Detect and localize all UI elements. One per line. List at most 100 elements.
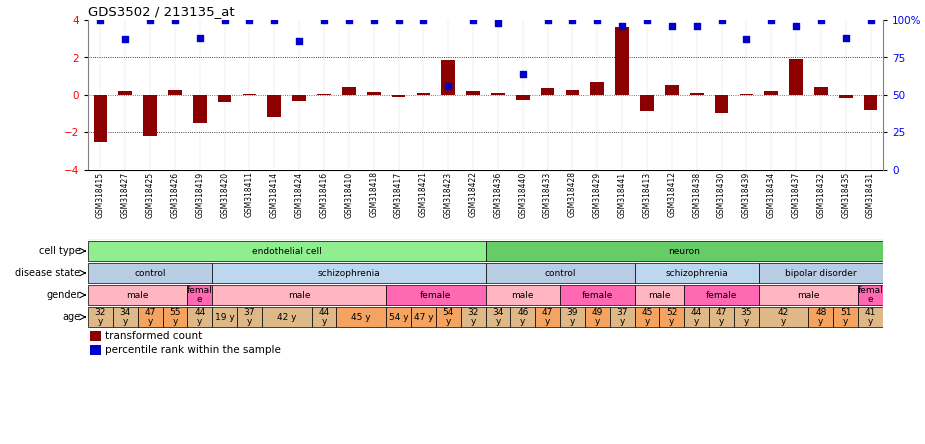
- Text: femal
e: femal e: [857, 286, 883, 304]
- Text: male: male: [648, 290, 671, 300]
- Text: 34
y: 34 y: [119, 308, 131, 325]
- Bar: [262, 307, 312, 327]
- Point: [764, 16, 779, 24]
- Text: GSM318435: GSM318435: [841, 171, 850, 218]
- Bar: [461, 307, 486, 327]
- Text: age: age: [62, 312, 80, 322]
- Point: [813, 16, 828, 24]
- Text: 19 y: 19 y: [215, 313, 235, 321]
- Text: GSM318420: GSM318420: [220, 171, 229, 218]
- Bar: [441, 60, 455, 95]
- Bar: [466, 91, 480, 95]
- Point: [167, 16, 182, 24]
- Bar: [193, 95, 206, 123]
- Text: 45
y: 45 y: [641, 308, 653, 325]
- Bar: [864, 95, 878, 110]
- Text: schizophrenia: schizophrenia: [317, 269, 380, 278]
- Text: 32
y: 32 y: [94, 308, 106, 325]
- Text: 47 y: 47 y: [413, 313, 433, 321]
- Text: 45 y: 45 y: [352, 313, 371, 321]
- Text: GSM318424: GSM318424: [295, 171, 303, 218]
- Text: 44
y: 44 y: [318, 308, 329, 325]
- Text: GSM318430: GSM318430: [717, 171, 726, 218]
- Bar: [337, 307, 386, 327]
- Text: male: male: [127, 290, 149, 300]
- Text: female: female: [420, 290, 451, 300]
- Text: GSM318441: GSM318441: [618, 171, 626, 218]
- Text: GSM318438: GSM318438: [692, 171, 701, 218]
- Bar: [386, 285, 486, 305]
- Bar: [715, 95, 728, 113]
- Bar: [386, 307, 411, 327]
- Text: 44
y: 44 y: [691, 308, 702, 325]
- Bar: [690, 93, 704, 95]
- Text: 48
y: 48 y: [815, 308, 827, 325]
- Point: [441, 83, 456, 90]
- Text: gender: gender: [46, 290, 80, 300]
- Point: [291, 37, 306, 44]
- Text: control: control: [134, 269, 166, 278]
- Bar: [242, 94, 256, 95]
- Text: GSM318432: GSM318432: [817, 171, 825, 218]
- Text: femal
e: femal e: [187, 286, 213, 304]
- Text: percentile rank within the sample: percentile rank within the sample: [105, 345, 281, 355]
- Text: male: male: [797, 290, 820, 300]
- Text: 52
y: 52 y: [666, 308, 677, 325]
- Point: [416, 16, 431, 24]
- Point: [565, 16, 580, 24]
- Text: 47
y: 47 y: [716, 308, 727, 325]
- Text: 47
y: 47 y: [542, 308, 553, 325]
- Bar: [511, 307, 536, 327]
- Bar: [416, 93, 430, 95]
- Text: 55
y: 55 y: [169, 308, 180, 325]
- Text: GSM318422: GSM318422: [469, 171, 477, 218]
- Bar: [615, 28, 629, 95]
- Bar: [789, 59, 803, 95]
- Text: GSM318437: GSM318437: [792, 171, 800, 218]
- Text: neuron: neuron: [668, 246, 700, 255]
- Text: GDS3502 / 213135_at: GDS3502 / 213135_at: [88, 5, 235, 18]
- Bar: [168, 90, 182, 95]
- Bar: [188, 285, 212, 305]
- Bar: [91, 345, 101, 355]
- Point: [316, 16, 331, 24]
- Point: [217, 16, 232, 24]
- Bar: [88, 241, 486, 261]
- Text: GSM318413: GSM318413: [643, 171, 651, 218]
- Bar: [267, 95, 281, 118]
- Bar: [684, 307, 709, 327]
- Bar: [212, 307, 237, 327]
- Text: GSM318433: GSM318433: [543, 171, 552, 218]
- Bar: [758, 307, 808, 327]
- Text: GSM318419: GSM318419: [195, 171, 204, 218]
- Bar: [590, 82, 604, 95]
- Text: GSM318416: GSM318416: [319, 171, 328, 218]
- Bar: [585, 307, 610, 327]
- Text: 32
y: 32 y: [467, 308, 479, 325]
- Text: 44
y: 44 y: [194, 308, 205, 325]
- Bar: [138, 307, 163, 327]
- Bar: [486, 285, 560, 305]
- Bar: [560, 285, 635, 305]
- Text: GSM318440: GSM318440: [518, 171, 527, 218]
- Text: GSM318426: GSM318426: [170, 171, 179, 218]
- Bar: [367, 92, 380, 95]
- Text: GSM318418: GSM318418: [369, 171, 378, 218]
- Point: [142, 16, 157, 24]
- Bar: [758, 285, 858, 305]
- Bar: [317, 94, 331, 95]
- Text: GSM318425: GSM318425: [145, 171, 154, 218]
- Text: control: control: [544, 269, 575, 278]
- Text: female: female: [706, 290, 737, 300]
- Bar: [560, 307, 585, 327]
- Text: 42 y: 42 y: [277, 313, 297, 321]
- Bar: [833, 307, 858, 327]
- Text: 42
y: 42 y: [778, 308, 789, 325]
- Point: [639, 16, 654, 24]
- Bar: [536, 307, 560, 327]
- Text: 37
y: 37 y: [243, 308, 255, 325]
- Text: GSM318423: GSM318423: [444, 171, 452, 218]
- Bar: [93, 95, 107, 142]
- Bar: [665, 85, 679, 95]
- Point: [192, 35, 207, 42]
